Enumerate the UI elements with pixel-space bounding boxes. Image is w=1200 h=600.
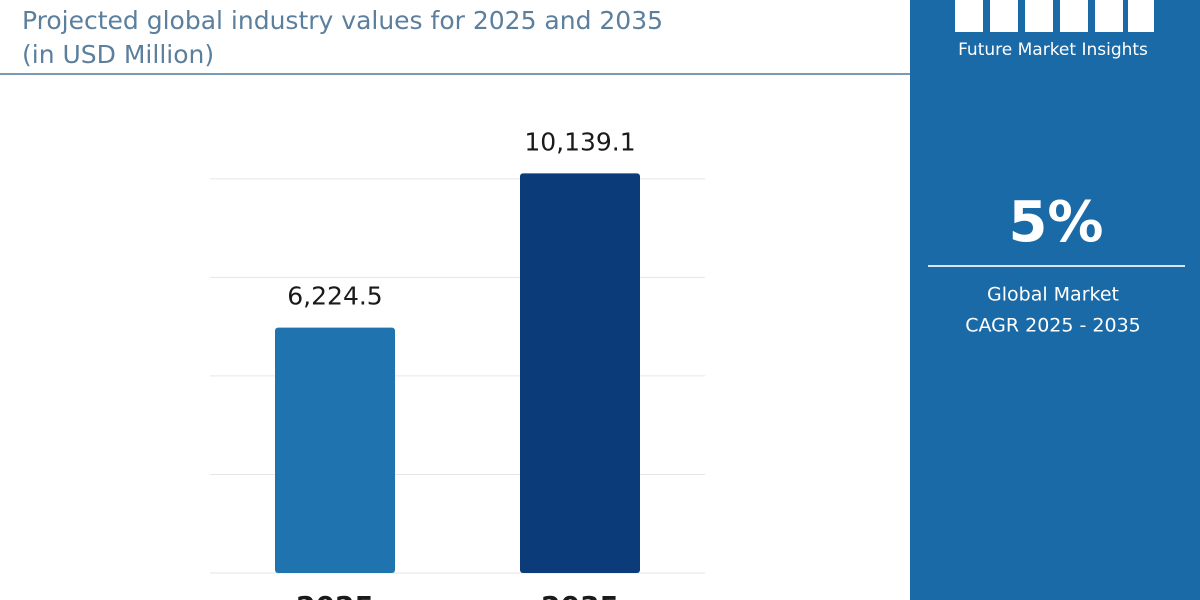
chart-subtitle: (in USD Million) xyxy=(22,40,214,69)
value-label: 6,224.5 xyxy=(287,282,382,311)
side-panel xyxy=(910,0,1200,600)
x-tick-label: 2025 xyxy=(296,590,374,600)
bar xyxy=(520,173,640,574)
value-label: 10,139.1 xyxy=(524,127,635,156)
chart-background xyxy=(0,0,910,600)
logo-icon xyxy=(955,0,1154,32)
x-tick-label: 2035 xyxy=(541,590,619,600)
cagr-value: 5% xyxy=(1008,190,1103,255)
brand-name: Future Market Insights xyxy=(958,40,1148,60)
cagr-label: Global Market xyxy=(987,284,1119,306)
bar xyxy=(275,327,395,573)
chart-title: Projected global industry values for 202… xyxy=(22,6,663,35)
cagr-label: CAGR 2025 - 2035 xyxy=(965,315,1141,337)
